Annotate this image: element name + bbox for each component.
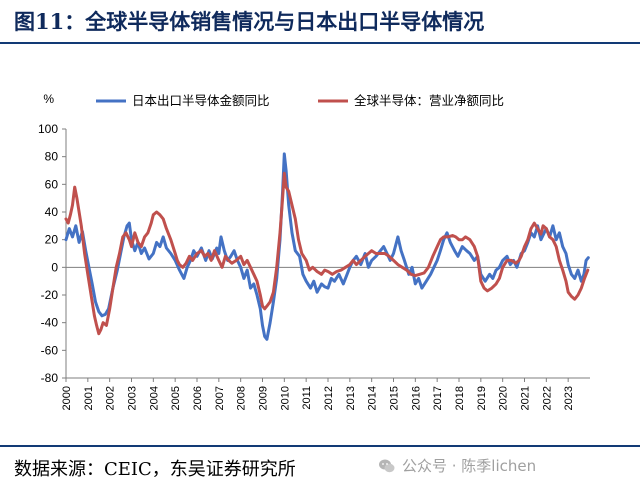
x-tick-label: 2022 (541, 386, 553, 410)
y-tick-label: 40 (45, 205, 59, 219)
x-tick-label: 2004 (148, 386, 160, 410)
x-tick-label: 2007 (214, 386, 226, 410)
y-tick-label: -40 (41, 316, 59, 330)
x-tick-label: 2011 (301, 386, 313, 410)
series-layer (64, 152, 590, 341)
x-tick-label: 2023 (563, 386, 575, 410)
x-tick-label: 2013 (345, 386, 357, 410)
y-tick-label: 100 (38, 122, 58, 136)
y-tick-label: 20 (45, 233, 59, 247)
x-tick-label: 2018 (454, 386, 466, 410)
series-line-2 (64, 171, 590, 336)
y-tick-label: 60 (45, 177, 59, 191)
y-tick-label: 0 (51, 260, 58, 274)
x-tick-label: 2019 (476, 386, 488, 410)
source-note: 数据来源：CEIC，东吴证券研究所 (14, 459, 296, 480)
wechat-icon (379, 459, 395, 472)
x-tick-label: 2012 (323, 386, 335, 410)
x-tick-label: 2017 (432, 386, 444, 410)
figure-title: 图11：全球半导体销售情况与日本出口半导体情况 (14, 9, 485, 34)
x-tick-label: 2016 (410, 386, 422, 410)
x-tick-label: 2015 (389, 386, 401, 410)
legend: 日本出口半导体金额同比 全球半导体：营业净额同比 (96, 93, 504, 108)
y-tick-label: -80 (41, 371, 59, 385)
x-tick-label: 2021 (520, 386, 532, 410)
line-chart: -80 -60 -40 -20 0 20 40 60 80 100% 2000 2001 2002 200… (38, 92, 590, 410)
x-tick-label: 2009 (258, 386, 270, 410)
y-tick-label: -60 (41, 343, 59, 357)
watermark: 公众号 · 陈季lichen (378, 455, 536, 476)
x-tick-label: 2014 (367, 386, 379, 410)
x-tick-label: 2003 (127, 386, 139, 410)
title-rule (0, 42, 640, 44)
series-line-1 (64, 152, 590, 341)
y-tick-label: -20 (41, 288, 59, 302)
x-tick-label: 2006 (192, 386, 204, 410)
legend-label-2: 全球半导体：营业净额同比 (354, 93, 504, 108)
x-tick-label: 2005 (170, 386, 182, 410)
watermark-text: 公众号 · 陈季lichen (402, 457, 537, 475)
x-tick-label: 2002 (105, 386, 117, 410)
source-rule (0, 445, 640, 447)
x-tick-label: 2020 (498, 386, 510, 410)
legend-label-1: 日本出口半导体金额同比 (132, 93, 270, 108)
y-tick-label: 80 (45, 150, 59, 164)
y-axis-unit: % (43, 92, 54, 106)
x-tick-label: 2001 (83, 386, 95, 410)
x-tick-label: 2008 (236, 386, 248, 410)
x-tick-label: 2000 (61, 386, 73, 410)
x-tick-label: 2010 (279, 386, 291, 410)
